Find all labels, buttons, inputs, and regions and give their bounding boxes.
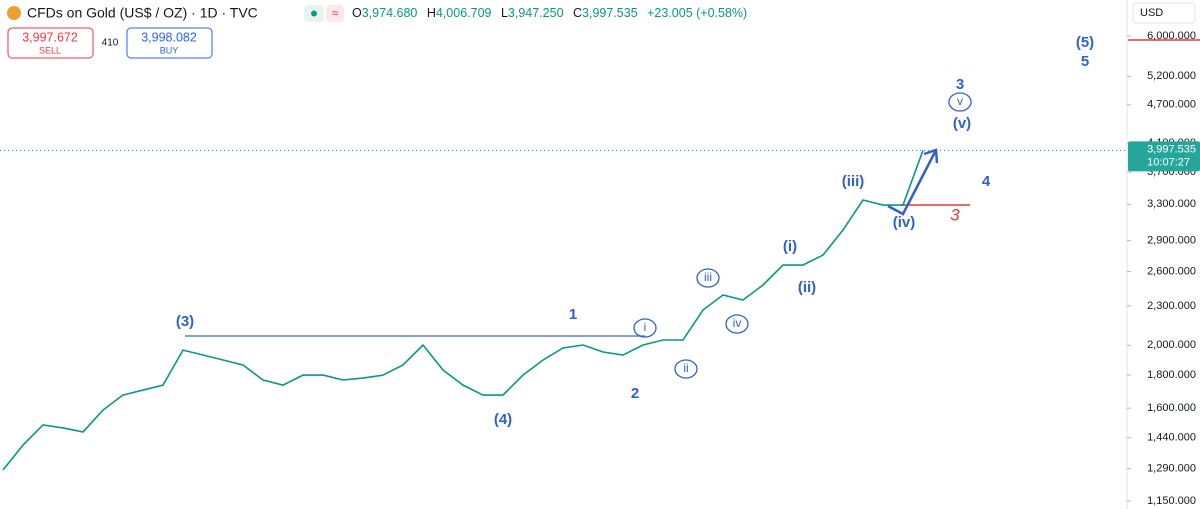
last-price-box <box>1128 141 1200 172</box>
wave-label: (3) <box>176 313 194 330</box>
y-tick-label: 6,000.000 <box>1147 30 1196 42</box>
wave-circle <box>725 314 749 334</box>
spread: 410 <box>102 38 119 49</box>
wave-circle <box>696 268 720 288</box>
y-tick-label: 2,900.000 <box>1147 235 1196 247</box>
wave-label: (5) <box>1076 34 1094 51</box>
wave-label: (i) <box>783 238 797 255</box>
currency-select[interactable] <box>1132 2 1196 24</box>
buy-label: BUY <box>160 45 179 55</box>
wave-label: iii <box>704 270 712 284</box>
buy-button[interactable] <box>126 27 213 59</box>
ohlc-key: H <box>427 6 436 20</box>
wave-label: iv <box>733 316 742 330</box>
change: +23.005 (+0.58%) <box>647 6 747 20</box>
buy-price: 3,998.082 <box>141 30 197 44</box>
y-tick-label: 1,440.000 <box>1147 432 1196 444</box>
sell-button[interactable] <box>7 27 94 59</box>
ohlc-key: O <box>352 6 362 20</box>
wave-label: 5 <box>1081 53 1089 70</box>
y-tick-label: 2,000.000 <box>1147 339 1196 351</box>
wave-label: i <box>644 320 647 334</box>
ohlc-value: 3,974.680 <box>362 6 418 20</box>
wave-label: (4) <box>494 411 512 428</box>
wave-circle <box>948 92 972 112</box>
price-line <box>2 150 924 471</box>
wave-label: 2 <box>631 385 639 402</box>
wave-label: (v) <box>953 115 971 132</box>
wave-label: 3 <box>956 76 964 93</box>
ohlc-legend: O3,974.680 H4,006.709 L3,947.250 C3,997.… <box>352 6 747 20</box>
y-tick-label: 2,300.000 <box>1147 300 1196 312</box>
projection-arrow <box>887 151 937 216</box>
wave-circle <box>674 359 698 379</box>
wave-label: ii <box>683 361 688 375</box>
wave-label: v <box>957 94 963 108</box>
ohlc-key: L <box>501 6 508 20</box>
sell-price: 3,997.672 <box>22 30 78 44</box>
ohlc-value: 4,006.709 <box>436 6 492 20</box>
y-tick-label: 3,300.000 <box>1147 198 1196 210</box>
sell-label: SELL <box>39 45 61 55</box>
y-tick-label: 4,700.000 <box>1147 99 1196 111</box>
wave-label: (iv) <box>893 214 916 231</box>
delay-badge <box>326 5 344 22</box>
status-dot <box>311 10 317 17</box>
wave-label: 4 <box>982 173 991 190</box>
delay-icon: ≈ <box>332 6 339 20</box>
y-tick-label: 1,290.000 <box>1147 463 1196 475</box>
y-tick-label: 5,200.000 <box>1147 70 1196 82</box>
wave-label: 1 <box>569 306 577 323</box>
symbol-logo <box>7 6 21 20</box>
handwritten-label: 3 <box>950 205 960 224</box>
last-price-label: 3,997.535 <box>1147 143 1196 155</box>
currency: USD <box>1140 7 1163 19</box>
ohlc-value: 3,997.535 <box>582 6 638 20</box>
y-tick-label: 1,150.000 <box>1147 495 1196 507</box>
wave-circle <box>633 318 657 338</box>
wave-label: (ii) <box>798 279 816 296</box>
wave-label: (iii) <box>842 173 865 190</box>
symbol-title[interactable]: CFDs on Gold (US$ / OZ) · 1D · TVC <box>27 5 258 21</box>
y-tick-label: 1,600.000 <box>1147 402 1196 414</box>
y-tick-label: 2,600.000 <box>1147 265 1196 277</box>
countdown: 10:07:27 <box>1147 156 1190 168</box>
y-tick-label: 1,800.000 <box>1147 369 1196 381</box>
ohlc-key: C <box>573 6 582 20</box>
ohlc-value: 3,947.250 <box>508 6 564 20</box>
